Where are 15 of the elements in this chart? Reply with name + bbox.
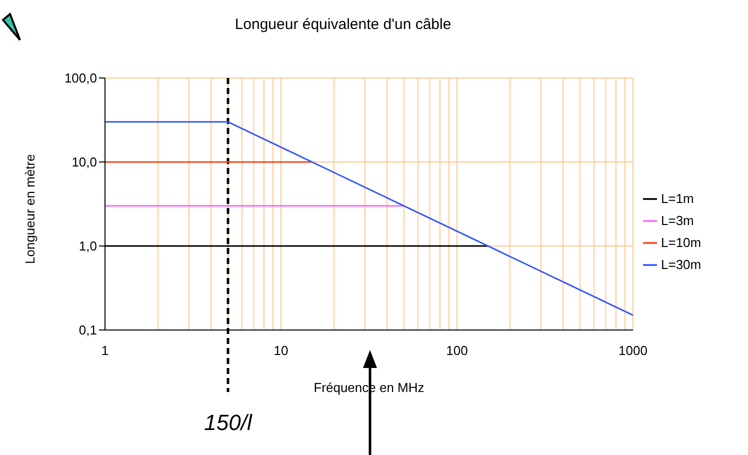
x-tick-label: 10: [274, 343, 288, 358]
y-tick-label: 10,0: [72, 154, 97, 170]
x-tick-label: 100: [446, 343, 468, 358]
y-tick-label: 0,1: [78, 322, 97, 338]
legend-label: L=10m: [661, 234, 702, 250]
y-tick-label: 1,0: [78, 238, 97, 254]
y-axis-title: Longueur en mètre: [22, 154, 38, 264]
y-tick-label: 100,0: [64, 70, 97, 86]
legend-label: L=30m: [661, 256, 702, 272]
chart-title: Longueur équivalente d'un câble: [234, 16, 452, 33]
x-tick-label: 1000: [618, 343, 648, 358]
x-tick-label: 1: [101, 343, 109, 358]
legend-label: L=1m: [661, 190, 694, 206]
legend-label: L=3m: [661, 212, 694, 228]
ref-line-label: 150/l: [204, 410, 253, 435]
